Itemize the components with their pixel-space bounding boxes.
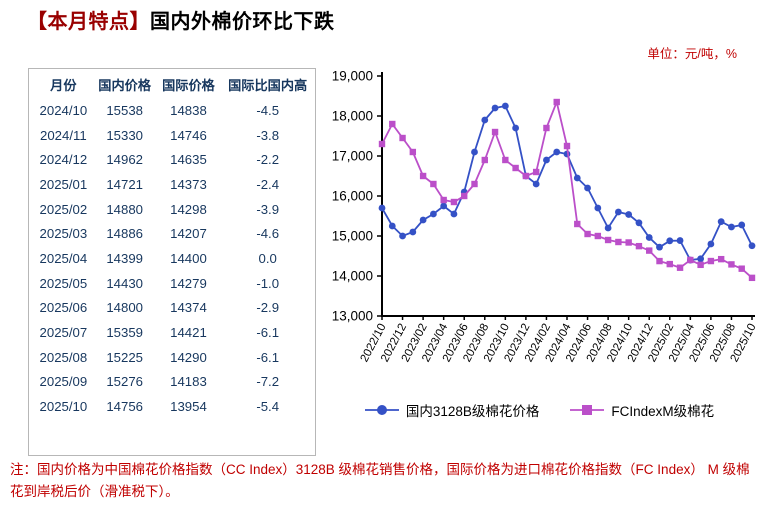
- table-row: 2024/12 14962 14635 -2.2: [29, 147, 315, 172]
- page-title-text: 国内外棉价环比下跌: [150, 11, 335, 33]
- legend-label: 国内3128B级棉花价格: [405, 404, 540, 419]
- table-row: 2025/08 15225 14290 -6.1: [29, 345, 315, 370]
- chart-legend: 国内3128B级棉花价格 FCIndexM级棉花: [316, 400, 762, 420]
- table-cell: 2025/10: [39, 399, 88, 415]
- table-row: 2024/11 15330 14746 -3.8: [29, 123, 315, 148]
- legend-item: 国内3128B级棉花价格: [364, 400, 540, 420]
- table-row: 2024/10 15538 14838 -4.5: [29, 98, 315, 123]
- table-column-header: 月份: [50, 78, 77, 93]
- svg-text:15,000: 15,000: [332, 229, 373, 244]
- price-table-panel: 月份 国内价格 国际价格 国际比国内高 2024/10 15538 14838 -4.5 20…: [28, 68, 316, 456]
- price-table: 月份 国内价格 国际价格 国际比国内高 2024/10 15538 14838 -4.5 20…: [29, 69, 315, 419]
- table-cell: 2025/05: [39, 275, 88, 291]
- page-title-tag: 【本月特点】: [27, 11, 150, 33]
- table-cell: 2024/12: [39, 152, 88, 168]
- table-cell: 14421: [170, 325, 207, 341]
- svg-text:19,000: 19,000: [332, 69, 373, 84]
- legend-square-marker-icon: [570, 405, 605, 415]
- table-row: 2025/01 14721 14373 -2.4: [29, 172, 315, 197]
- table-cell: -7.2: [256, 374, 280, 390]
- table-cell: 14962: [106, 152, 143, 168]
- table-cell: 14721: [106, 176, 143, 192]
- table-cell: 14430: [106, 275, 143, 291]
- legend-label: FCIndexM级棉花: [611, 404, 715, 419]
- table-cell: -4.6: [256, 226, 280, 242]
- table-cell: -1.0: [256, 275, 280, 291]
- table-cell: 14886: [106, 226, 143, 242]
- svg-text:17,000: 17,000: [332, 149, 373, 164]
- table-cell: 14880: [106, 201, 143, 217]
- table-cell: 14374: [170, 300, 207, 316]
- table-cell: 15225: [106, 349, 143, 365]
- table-cell: 15538: [106, 102, 143, 118]
- table-cell: 15330: [106, 127, 143, 143]
- table-cell: -4.5: [256, 102, 280, 118]
- table-column-header: 国际价格: [162, 78, 215, 93]
- price-trend-chart-panel: 13,000 14,000 15,000 16,000 17,000 18,000 19,0…: [316, 60, 762, 420]
- table-cell: 14635: [170, 152, 207, 168]
- table-cell: 14756: [106, 399, 143, 415]
- legend-circle-marker-icon: [364, 405, 399, 415]
- svg-text:14,000: 14,000: [332, 269, 373, 284]
- table-cell: 2025/02: [39, 201, 88, 217]
- table-cell: -5.4: [256, 399, 280, 415]
- table-cell: 14290: [170, 349, 207, 365]
- table-cell: 14800: [106, 300, 143, 316]
- table-cell: 14746: [170, 127, 207, 143]
- table-cell: 2024/10: [39, 102, 88, 118]
- legend-item: FCIndexM级棉花: [569, 400, 714, 420]
- table-cell: 14183: [170, 374, 207, 390]
- table-cell: 14279: [170, 275, 207, 291]
- table-row: 2025/06 14800 14374 -2.9: [29, 296, 315, 321]
- table-cell: 14399: [106, 250, 143, 266]
- table-cell: -6.1: [256, 325, 280, 341]
- table-row: 2025/04 14399 14400 0.0: [29, 246, 315, 271]
- table-row: 2025/07 15359 14421 -6.1: [29, 320, 315, 345]
- table-header-row: 月份 国内价格 国际价格 国际比国内高: [29, 69, 315, 98]
- table-cell: 14373: [170, 176, 207, 192]
- table-row: 2025/10 14756 13954 -5.4: [29, 394, 315, 419]
- table-cell: 15276: [106, 374, 143, 390]
- table-cell: 2025/04: [39, 250, 88, 266]
- table-row: 2025/02 14880 14298 -3.9: [29, 197, 315, 222]
- table-cell: 14400: [170, 250, 207, 266]
- table-cell: -2.9: [256, 300, 280, 316]
- table-cell: 2024/11: [40, 127, 87, 143]
- table-column-header: 国际比国内高: [228, 78, 308, 93]
- svg-text:16,000: 16,000: [332, 189, 373, 204]
- table-cell: 14207: [170, 226, 207, 242]
- table-cell: 15359: [106, 325, 143, 341]
- table-cell: 2025/08: [39, 349, 88, 365]
- unit-label: 单位：元/吨，%: [647, 47, 737, 61]
- table-cell: 14298: [170, 201, 207, 217]
- table-cell: 2025/07: [39, 325, 88, 341]
- svg-text:18,000: 18,000: [332, 109, 373, 124]
- price-trend-chart: 13,000 14,000 15,000 16,000 17,000 18,000 19,0…: [332, 69, 759, 365]
- table-cell: -2.2: [256, 152, 280, 168]
- table-row: 2025/09 15276 14183 -7.2: [29, 370, 315, 395]
- table-column-header: 国内价格: [98, 78, 152, 93]
- price-table-body: 2024/10 15538 14838 -4.5 2024/11 15330 14746 -3…: [29, 98, 315, 419]
- table-cell: 2025/06: [39, 300, 88, 316]
- table-cell: 13954: [170, 399, 207, 415]
- table-cell: 2025/03: [39, 226, 88, 242]
- page-title: 【本月特点】国内外棉价环比下跌: [27, 5, 335, 34]
- table-cell: 2025/01: [39, 176, 88, 192]
- table-cell: 0.0: [258, 250, 277, 266]
- table-cell: 2025/09: [39, 374, 88, 390]
- table-cell: -2.4: [256, 176, 280, 192]
- table-cell: -3.9: [256, 201, 280, 217]
- table-row: 2025/03 14886 14207 -4.6: [29, 221, 315, 246]
- table-cell: -3.8: [256, 127, 280, 143]
- table-cell: 14838: [170, 102, 207, 118]
- footnote: 注：国内价格为中国棉花价格指数（CC Index）3128B 级棉花销售价格，国…: [10, 462, 750, 499]
- table-cell: -6.1: [256, 349, 280, 365]
- table-row: 2025/05 14430 14279 -1.0: [29, 271, 315, 296]
- svg-text:13,000: 13,000: [332, 309, 373, 324]
